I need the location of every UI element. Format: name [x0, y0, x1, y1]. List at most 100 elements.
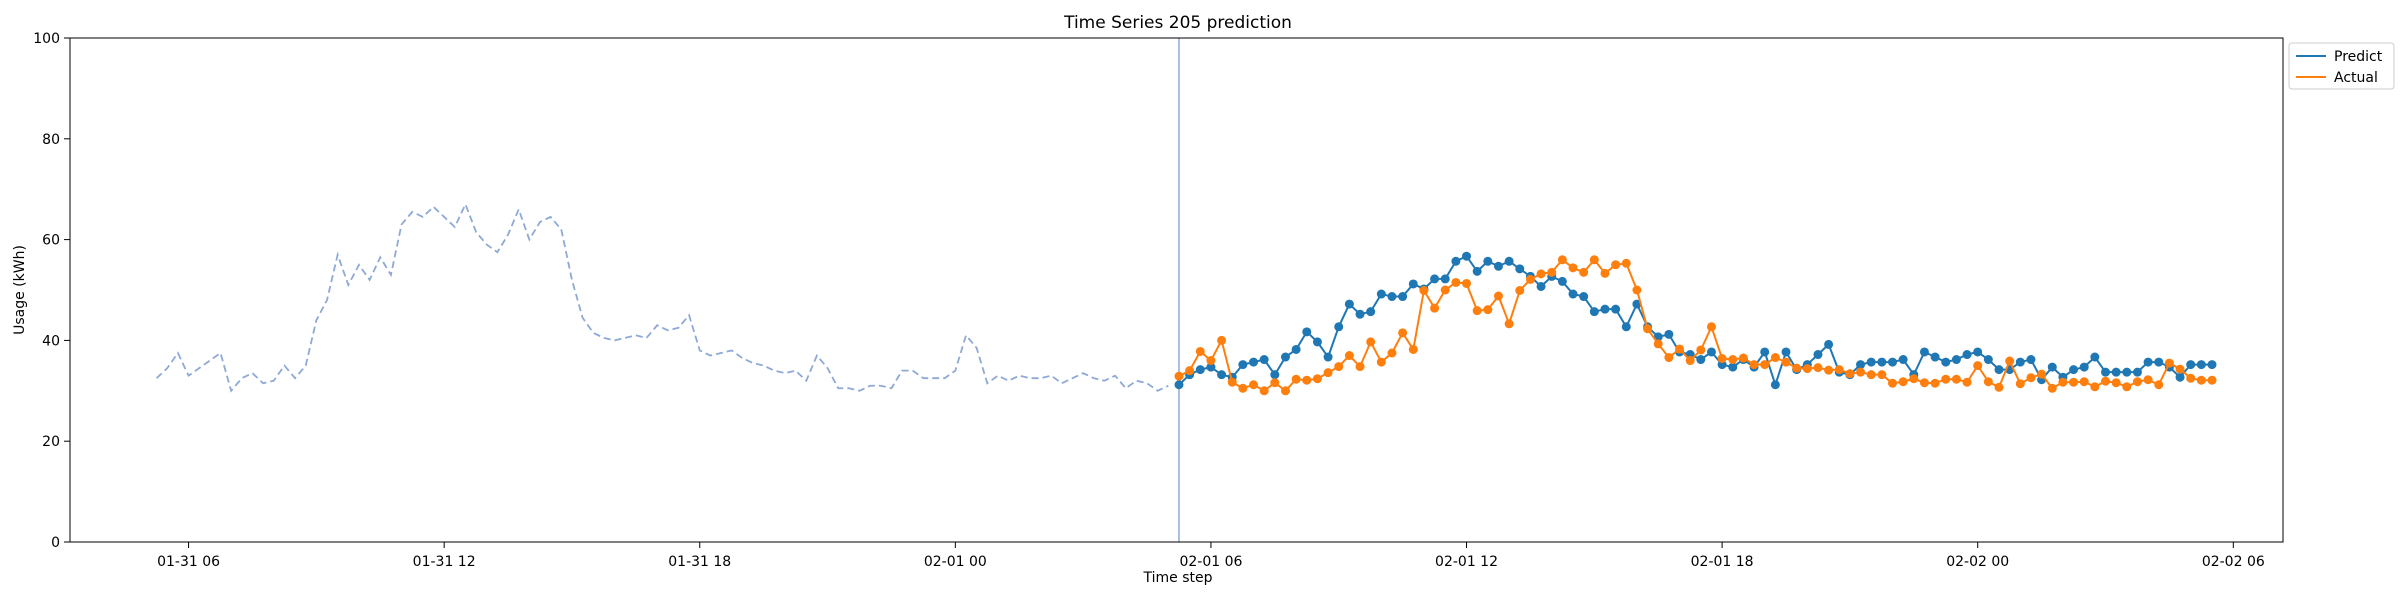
- data-point: [1696, 355, 1706, 365]
- data-point: [2079, 362, 2089, 372]
- y-tick-label: 40: [42, 333, 60, 349]
- x-tick-label: 01-31 06: [157, 554, 220, 570]
- data-point: [2069, 365, 2079, 375]
- x-tick-label: 01-31 12: [413, 554, 476, 570]
- data-point: [1877, 357, 1887, 367]
- data-point: [1824, 365, 1834, 375]
- data-point: [1919, 347, 1929, 357]
- data-point: [1451, 256, 1461, 266]
- x-tick-label: 02-02 06: [2202, 554, 2265, 570]
- data-point: [1323, 352, 1333, 362]
- data-point: [2026, 355, 2036, 365]
- data-point: [1813, 363, 1823, 373]
- data-point: [1419, 286, 1429, 295]
- data-point: [1781, 357, 1791, 367]
- data-point: [1941, 357, 1951, 367]
- data-point: [1217, 335, 1227, 345]
- data-point: [1557, 255, 1567, 265]
- data-point: [1813, 350, 1823, 360]
- data-point: [1174, 380, 1184, 390]
- series-actual: [1174, 255, 2217, 396]
- data-point: [2111, 367, 2121, 377]
- data-point: [1206, 362, 1216, 372]
- data-point: [1270, 378, 1280, 388]
- data-point: [1430, 274, 1440, 284]
- x-tick-label: 02-01 06: [1179, 554, 1242, 570]
- data-point: [1898, 377, 1908, 387]
- data-point: [1334, 362, 1344, 372]
- data-point: [1611, 304, 1621, 314]
- data-point: [1472, 306, 1482, 316]
- data-point: [1770, 380, 1780, 390]
- data-point: [1706, 347, 1716, 357]
- data-point: [2196, 375, 2206, 385]
- data-point: [2196, 360, 2206, 370]
- data-point: [2175, 364, 2185, 374]
- x-tick-label: 01-31 18: [668, 554, 731, 570]
- data-point: [1664, 353, 1674, 363]
- data-point: [1866, 370, 1876, 380]
- data-point: [1195, 365, 1205, 375]
- data-point: [1675, 344, 1685, 354]
- y-axis-label: Usage (kWh): [12, 245, 28, 335]
- data-point: [1280, 352, 1290, 362]
- data-point: [1355, 362, 1365, 372]
- data-point: [1462, 251, 1472, 261]
- data-point: [1195, 346, 1205, 356]
- x-tick-label: 02-01 00: [924, 554, 987, 570]
- data-point: [1515, 286, 1525, 295]
- x-axis: 01-31 06 01-31 12 01-31 18 02-01 00 02-01 06…: [157, 542, 2265, 570]
- data-point: [2090, 382, 2100, 392]
- data-point: [1951, 355, 1961, 365]
- y-tick-label: 20: [42, 434, 60, 450]
- data-point: [1270, 370, 1280, 380]
- data-point: [1185, 366, 1195, 376]
- data-point: [2122, 382, 2132, 392]
- data-point: [1621, 258, 1631, 268]
- data-point: [1483, 256, 1493, 266]
- data-point: [1451, 277, 1461, 287]
- data-point: [1174, 371, 1184, 381]
- data-point: [1525, 274, 1535, 284]
- data-point: [1568, 289, 1578, 299]
- data-point: [1547, 267, 1557, 277]
- x-tick-label: 02-02 00: [1946, 554, 2009, 570]
- plot-frame: [69, 37, 2284, 543]
- data-point: [1472, 266, 1482, 276]
- data-point: [1983, 377, 1993, 387]
- data-point: [1398, 292, 1408, 302]
- data-point: [1280, 386, 1290, 396]
- data-point: [1504, 319, 1514, 329]
- data-point: [1227, 377, 1237, 387]
- chart-title: Time Series 205 prediction: [1063, 13, 1292, 33]
- data-point: [1611, 260, 1621, 270]
- data-point: [1291, 344, 1301, 354]
- legend-actual-label: Actual: [2334, 70, 2378, 86]
- data-point: [1941, 374, 1951, 384]
- data-point: [2047, 362, 2057, 372]
- data-point: [1579, 292, 1589, 302]
- data-point: [1387, 292, 1397, 302]
- data-point: [1334, 322, 1344, 332]
- data-point: [1344, 299, 1354, 309]
- data-point: [1440, 285, 1450, 295]
- data-point: [1994, 382, 2004, 392]
- data-point: [1302, 327, 1312, 337]
- data-point: [2207, 375, 2217, 385]
- data-point: [2058, 377, 2068, 387]
- data-point: [1589, 255, 1599, 265]
- data-point: [2143, 357, 2153, 367]
- data-point: [1664, 329, 1674, 339]
- data-point: [1632, 285, 1642, 295]
- data-point: [1973, 361, 1983, 371]
- data-point: [1430, 303, 1440, 313]
- data-point: [2047, 383, 2057, 393]
- data-point: [1557, 276, 1567, 286]
- data-point: [2111, 378, 2121, 388]
- y-tick-label: 0: [51, 535, 60, 551]
- data-point: [2015, 379, 2025, 389]
- x-tick-label: 02-01 12: [1435, 554, 1498, 570]
- data-point: [2122, 367, 2132, 377]
- data-point: [1951, 374, 1961, 384]
